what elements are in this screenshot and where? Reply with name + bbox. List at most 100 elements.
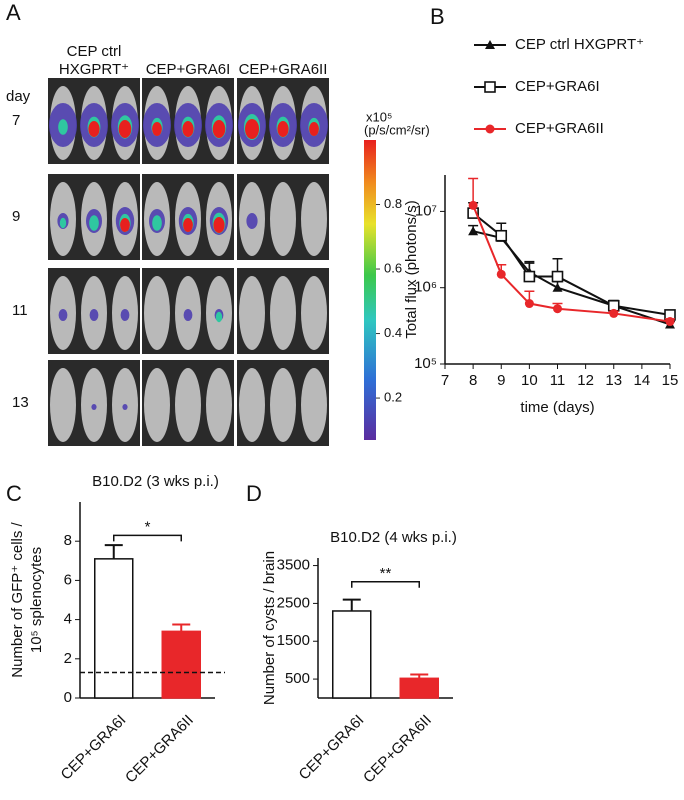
day-label: 7	[12, 112, 20, 129]
colorbar-unit: (p/s/cm²/sr)	[364, 122, 430, 137]
signal	[120, 309, 130, 321]
x-tick-label: CEP+GRA6II	[360, 712, 435, 787]
day-label: 13	[12, 394, 29, 411]
marker	[495, 229, 508, 242]
signal	[183, 218, 193, 232]
signal	[309, 122, 319, 136]
legend-label: CEP+GRA6II	[515, 120, 604, 137]
y-tick-label: 2	[64, 650, 72, 667]
signal	[58, 309, 68, 321]
signal	[152, 215, 162, 231]
signal	[58, 119, 68, 135]
signal	[122, 404, 128, 410]
signal	[245, 119, 259, 139]
mouse	[270, 276, 296, 350]
panel-letter: D	[246, 481, 262, 506]
error-bar	[172, 623, 191, 632]
signal	[120, 218, 130, 232]
mouse	[301, 182, 327, 256]
mouse	[270, 368, 296, 442]
mouse	[301, 276, 327, 350]
colorbar-tick-label: 0.8	[384, 196, 402, 211]
x-tick-label: 14	[634, 372, 651, 389]
row-title: day	[6, 88, 31, 105]
y-tick-label: 8	[64, 532, 72, 549]
bar	[161, 630, 201, 699]
mouse	[206, 368, 232, 442]
group-label: CEP ctrl HXGPRT⁺	[59, 43, 129, 78]
x-tick-label: CEP+GRA6II	[122, 712, 197, 787]
y-axis-label: Total flux (photons/s)	[403, 200, 420, 338]
chart-title: B10.D2 (4 wks p.i.)	[330, 529, 457, 546]
mouse	[175, 368, 201, 442]
marker	[468, 226, 479, 236]
y-tick-label: 3500	[277, 557, 310, 574]
colorbar-tick-label: 0.4	[384, 325, 402, 340]
signal	[88, 121, 100, 137]
mouse	[301, 368, 327, 442]
signal	[118, 120, 132, 138]
mouse	[144, 276, 170, 350]
panel-letter: A	[6, 0, 21, 25]
marker	[665, 317, 675, 327]
significance-label: *	[145, 518, 151, 535]
marker	[484, 81, 496, 93]
bar	[332, 610, 372, 699]
y-tick-label: 4	[64, 611, 72, 628]
x-tick-label: CEP+GRA6I	[296, 712, 368, 784]
x-tick-label: 10	[521, 372, 538, 389]
panel-letter: B	[430, 4, 445, 29]
x-tick-label: 7	[441, 372, 449, 389]
x-tick-label: 15	[662, 372, 679, 389]
x-tick-label: 12	[577, 372, 594, 389]
x-tick-label: 9	[497, 372, 505, 389]
x-tick-label: 8	[469, 372, 477, 389]
colorbar-tick-label: 0.6	[384, 260, 402, 275]
legend-label: CEP+GRA6I	[515, 78, 600, 95]
y-tick-label: 10⁷	[415, 202, 437, 219]
colorbar-unit: x10⁵	[366, 109, 392, 124]
bar	[399, 677, 439, 699]
day-label: 11	[12, 302, 28, 319]
signal	[152, 122, 162, 136]
signal	[91, 404, 97, 410]
marker	[496, 269, 506, 279]
mouse	[144, 368, 170, 442]
signal	[89, 215, 99, 231]
marker	[551, 270, 564, 283]
y-axis-label: 10⁵ splenocytes	[28, 547, 45, 653]
signal	[215, 311, 223, 323]
marker	[553, 304, 562, 314]
error-bar	[342, 598, 361, 611]
colorbar	[364, 140, 376, 440]
colorbar-tick-label: 0.2	[384, 390, 402, 405]
significance-bracket	[113, 534, 182, 542]
marker	[485, 40, 495, 49]
signal	[277, 121, 289, 137]
marker	[468, 200, 478, 210]
y-axis-label: Number of cysts / brain	[261, 551, 278, 705]
signal	[212, 120, 226, 138]
bar	[94, 558, 134, 699]
signal	[182, 121, 194, 137]
y-tick-label: 1500	[277, 632, 310, 649]
x-tick-label: 11	[550, 372, 566, 389]
panel-letter: C	[6, 481, 22, 506]
x-axis-label: time (days)	[520, 399, 594, 416]
signal	[213, 217, 225, 233]
error-bar	[104, 544, 123, 559]
mouse	[270, 182, 296, 256]
y-tick-label: 500	[285, 670, 310, 687]
x-tick-label: CEP+GRA6I	[58, 712, 130, 784]
marker	[609, 308, 619, 318]
x-tick-label: 13	[605, 372, 622, 389]
y-axis-label: Number of GFP⁺ cells /	[9, 521, 26, 677]
mouse	[239, 368, 265, 442]
group-label: CEP+GRA6II	[239, 61, 328, 78]
signal	[183, 309, 193, 321]
day-label: 9	[12, 208, 20, 225]
y-tick-label: 2500	[277, 594, 310, 611]
y-tick-label: 10⁵	[414, 355, 437, 372]
